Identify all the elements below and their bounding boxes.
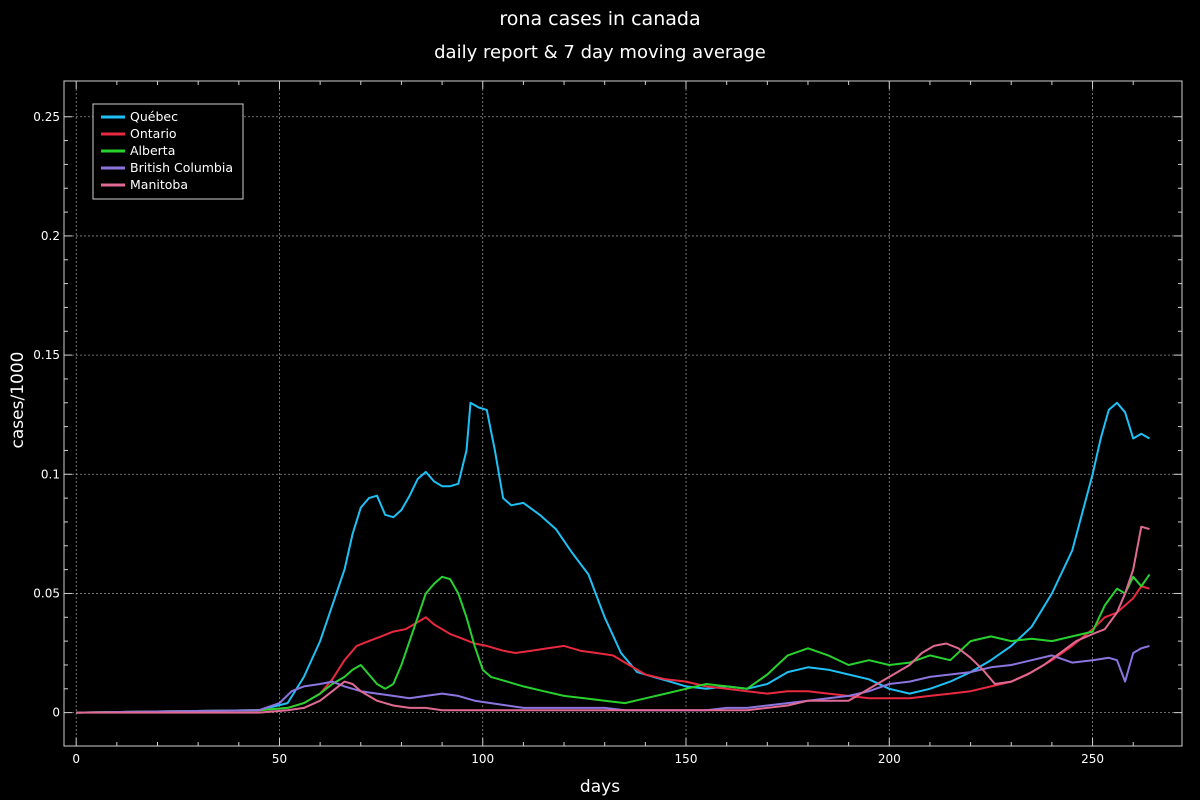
series-lines (76, 401, 1151, 714)
legend-label: Québec (130, 109, 178, 124)
tick-labels: 0 50 100 150 200 250 0 0.05 0.1 0.15 0.2 0.25 (33, 110, 1104, 766)
y-tick-label: 0.1 (41, 467, 60, 481)
chart-title: rona cases in canada (499, 8, 700, 30)
grid-lines (64, 81, 1182, 746)
y-tick-label: 0.2 (41, 229, 60, 243)
y-tick-label: 0.15 (33, 348, 60, 362)
y-axis-label: cases/1000 (8, 352, 28, 449)
y-tick-label: 0.05 (33, 586, 60, 600)
series-line-alberta (76, 573, 1151, 714)
x-tick-label: 150 (675, 752, 698, 766)
plot-frame (63, 80, 1183, 747)
y-tick-label: 0 (52, 706, 60, 720)
legend-box (92, 103, 244, 200)
x-tick-label: 100 (471, 752, 494, 766)
y-tick-label: 0.25 (33, 110, 60, 124)
tick-marks (64, 81, 1182, 746)
legend-label: Alberta (130, 143, 175, 158)
legend-label: Manitoba (130, 177, 188, 192)
x-tick-label: 200 (878, 752, 901, 766)
legend-label: British Columbia (130, 160, 233, 175)
x-tick-label: 50 (272, 752, 287, 766)
x-tick-label: 0 (72, 752, 80, 766)
chart-subtitle: daily report & 7 day moving average (434, 42, 766, 63)
x-axis-label: days (580, 777, 620, 797)
x-tick-label: 250 (1081, 752, 1104, 766)
series-line-qu-bec (76, 401, 1150, 714)
legend: Québec Ontario Alberta British Columbia Mani… (92, 103, 244, 200)
series-line-manitoba (76, 525, 1150, 714)
legend-label: Ontario (130, 126, 177, 141)
